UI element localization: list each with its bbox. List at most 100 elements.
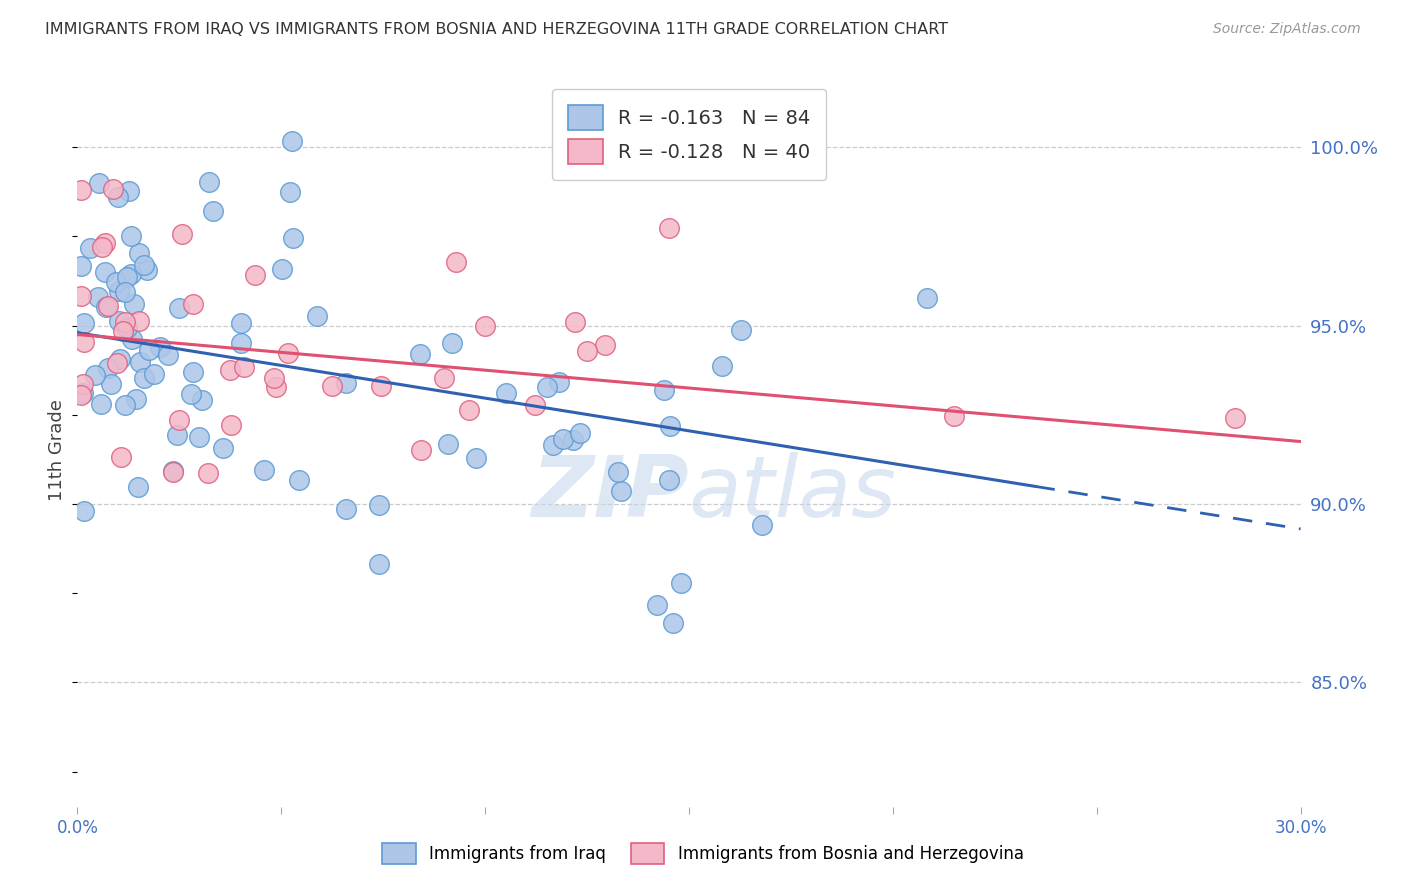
Point — [149, 340, 172, 354]
Point — [91, 240, 114, 254]
Point — [132, 258, 155, 272]
Point — [105, 276, 128, 290]
Point — [111, 324, 134, 338]
Point — [408, 347, 430, 361]
Point — [942, 409, 965, 423]
Text: atlas: atlas — [689, 451, 897, 535]
Point — [564, 315, 586, 329]
Point — [162, 465, 184, 479]
Point — [197, 466, 219, 480]
Point — [547, 375, 569, 389]
Point — [121, 332, 143, 346]
Point — [243, 268, 266, 283]
Point — [335, 502, 357, 516]
Point — [219, 418, 242, 433]
Point — [288, 474, 311, 488]
Point — [270, 262, 292, 277]
Point — [553, 432, 575, 446]
Point — [474, 318, 496, 333]
Point — [229, 336, 252, 351]
Point — [253, 463, 276, 477]
Point — [70, 388, 93, 402]
Point — [72, 376, 94, 391]
Point — [110, 450, 132, 464]
Point — [72, 385, 94, 400]
Point — [96, 299, 118, 313]
Point — [197, 175, 219, 189]
Text: ZIP: ZIP — [531, 451, 689, 535]
Point — [94, 265, 117, 279]
Point — [464, 451, 486, 466]
Point — [169, 301, 191, 315]
Point — [170, 227, 193, 241]
Point — [183, 297, 205, 311]
Point — [212, 442, 235, 456]
Point — [128, 355, 150, 369]
Point — [662, 616, 685, 631]
Point — [645, 598, 668, 612]
Point — [610, 483, 633, 498]
Point — [593, 338, 616, 352]
Point — [562, 433, 585, 447]
Point — [444, 254, 467, 268]
Point — [84, 368, 107, 382]
Text: IMMIGRANTS FROM IRAQ VS IMMIGRANTS FROM BOSNIA AND HERZEGOVINA 11TH GRADE CORREL: IMMIGRANTS FROM IRAQ VS IMMIGRANTS FROM … — [45, 22, 948, 37]
Point — [321, 379, 343, 393]
Point — [606, 466, 628, 480]
Point — [536, 380, 558, 394]
Point — [367, 499, 389, 513]
Point — [162, 464, 184, 478]
Point — [128, 314, 150, 328]
Point — [73, 334, 96, 349]
Point — [87, 177, 110, 191]
Point — [277, 346, 299, 360]
Point — [79, 241, 101, 255]
Point — [73, 504, 96, 518]
Point — [457, 403, 479, 417]
Point — [281, 231, 304, 245]
Point — [70, 183, 93, 197]
Point — [568, 425, 591, 440]
Point — [105, 356, 128, 370]
Point — [659, 419, 682, 434]
Point — [191, 392, 214, 407]
Point — [128, 246, 150, 260]
Point — [370, 379, 392, 393]
Point — [229, 316, 252, 330]
Point — [120, 228, 142, 243]
Point — [127, 480, 149, 494]
Point — [167, 413, 190, 427]
Point — [118, 184, 141, 198]
Point — [441, 336, 464, 351]
Point — [576, 343, 599, 358]
Point — [108, 284, 131, 298]
Point — [307, 310, 329, 324]
Point — [218, 362, 240, 376]
Point — [108, 314, 131, 328]
Point — [187, 430, 209, 444]
Point — [122, 297, 145, 311]
Point — [96, 301, 118, 315]
Point — [710, 359, 733, 374]
Point — [132, 370, 155, 384]
Point — [115, 269, 138, 284]
Point — [669, 576, 692, 591]
Point — [233, 360, 256, 375]
Point — [730, 323, 752, 337]
Point — [114, 285, 136, 299]
Point — [115, 320, 138, 334]
Legend: Immigrants from Iraq, Immigrants from Bosnia and Herzegovina: Immigrants from Iraq, Immigrants from Bo… — [375, 837, 1031, 871]
Point — [264, 380, 287, 394]
Point — [124, 392, 146, 406]
Point — [278, 185, 301, 199]
Point — [110, 352, 132, 367]
Point — [97, 360, 120, 375]
Point — [73, 316, 96, 330]
Point — [114, 398, 136, 412]
Point — [433, 371, 456, 385]
Point — [166, 428, 188, 442]
Point — [751, 517, 773, 532]
Point — [90, 397, 112, 411]
Point — [263, 371, 285, 385]
Point — [411, 442, 433, 457]
